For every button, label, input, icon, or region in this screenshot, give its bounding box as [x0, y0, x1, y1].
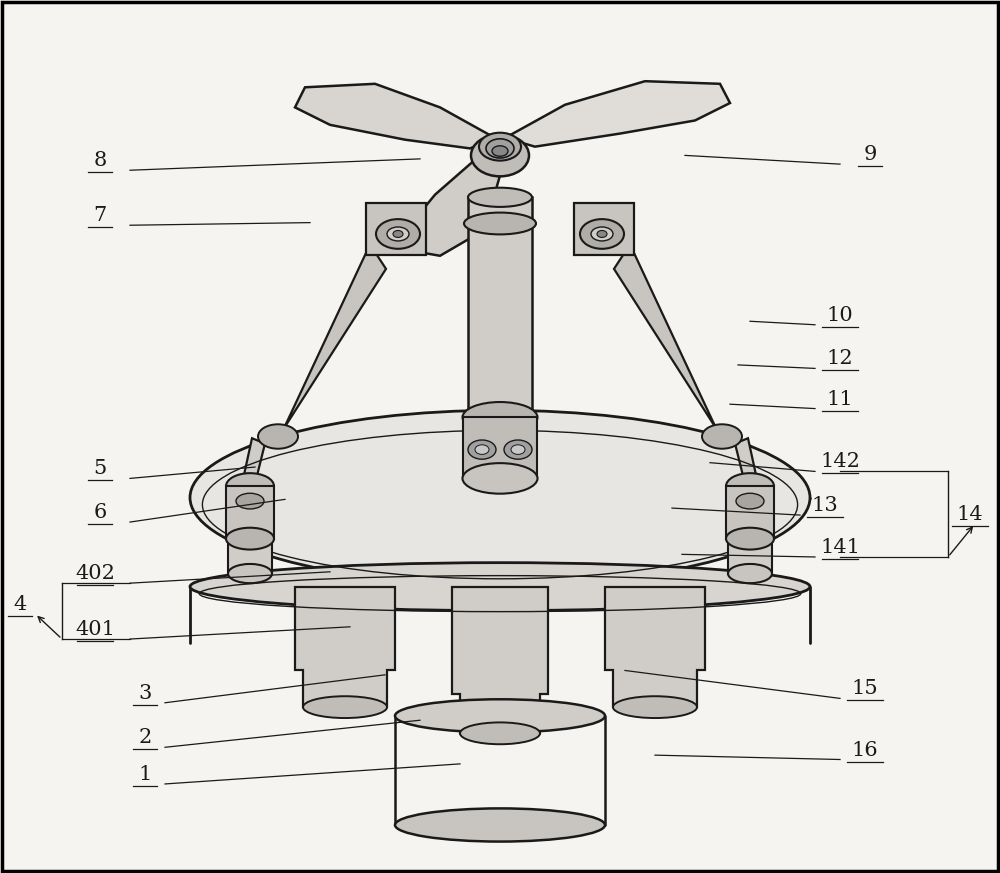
Text: 3: 3 — [138, 684, 152, 703]
Ellipse shape — [226, 527, 274, 550]
Text: 8: 8 — [93, 151, 107, 170]
Ellipse shape — [468, 188, 532, 207]
Ellipse shape — [460, 722, 540, 744]
Ellipse shape — [462, 402, 538, 432]
Ellipse shape — [228, 564, 272, 583]
Ellipse shape — [462, 464, 538, 494]
Ellipse shape — [395, 808, 605, 842]
Ellipse shape — [591, 227, 613, 241]
Polygon shape — [574, 203, 634, 255]
Polygon shape — [228, 539, 272, 574]
Ellipse shape — [726, 527, 774, 550]
Ellipse shape — [728, 564, 772, 583]
Text: 12: 12 — [827, 349, 853, 368]
Text: 5: 5 — [93, 459, 107, 478]
Text: 1: 1 — [138, 765, 152, 784]
Polygon shape — [468, 197, 532, 417]
Ellipse shape — [393, 230, 403, 237]
Ellipse shape — [736, 493, 764, 509]
Polygon shape — [735, 438, 760, 496]
Text: 6: 6 — [93, 503, 107, 522]
Text: 15: 15 — [852, 679, 878, 698]
Ellipse shape — [190, 563, 810, 611]
Ellipse shape — [226, 473, 274, 499]
Ellipse shape — [613, 697, 697, 718]
Ellipse shape — [471, 134, 529, 176]
Ellipse shape — [492, 146, 508, 156]
Text: 141: 141 — [820, 538, 860, 557]
Text: 401: 401 — [75, 620, 115, 639]
Polygon shape — [410, 160, 502, 256]
Ellipse shape — [475, 445, 489, 455]
Ellipse shape — [580, 219, 624, 249]
Text: 11: 11 — [827, 389, 853, 409]
Ellipse shape — [190, 410, 810, 585]
Text: 9: 9 — [863, 145, 877, 164]
Ellipse shape — [303, 697, 387, 718]
Polygon shape — [452, 587, 548, 733]
Polygon shape — [463, 417, 537, 478]
Ellipse shape — [468, 440, 496, 459]
Ellipse shape — [702, 424, 742, 449]
Text: 13: 13 — [812, 496, 838, 515]
Polygon shape — [366, 203, 426, 255]
Ellipse shape — [597, 230, 607, 237]
Ellipse shape — [726, 473, 774, 499]
Ellipse shape — [504, 440, 532, 459]
Text: 402: 402 — [75, 564, 115, 583]
Text: 14: 14 — [957, 505, 983, 524]
Text: 142: 142 — [820, 452, 860, 471]
Polygon shape — [726, 486, 774, 539]
Text: 2: 2 — [138, 728, 152, 747]
Ellipse shape — [258, 424, 298, 449]
Polygon shape — [614, 244, 728, 447]
Ellipse shape — [479, 133, 521, 161]
Text: 10: 10 — [827, 306, 853, 325]
Polygon shape — [295, 84, 495, 148]
Polygon shape — [272, 244, 386, 447]
Ellipse shape — [464, 212, 536, 235]
Text: 4: 4 — [13, 595, 27, 614]
Ellipse shape — [236, 493, 264, 509]
Ellipse shape — [486, 139, 514, 158]
Text: 7: 7 — [93, 206, 107, 225]
Polygon shape — [505, 81, 730, 147]
Polygon shape — [728, 539, 772, 574]
Polygon shape — [605, 587, 705, 707]
Ellipse shape — [395, 699, 605, 732]
Polygon shape — [226, 486, 274, 539]
Ellipse shape — [376, 219, 420, 249]
Ellipse shape — [387, 227, 409, 241]
Polygon shape — [295, 587, 395, 707]
Text: 16: 16 — [852, 740, 878, 760]
Ellipse shape — [511, 445, 525, 455]
Polygon shape — [240, 438, 265, 496]
